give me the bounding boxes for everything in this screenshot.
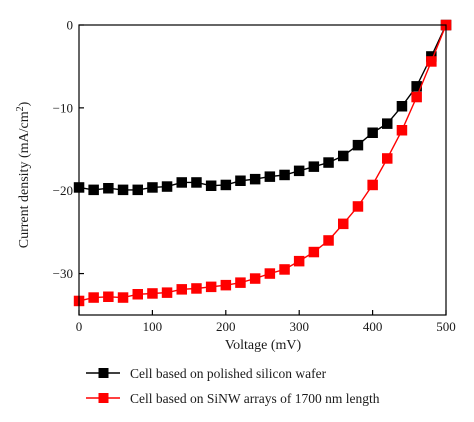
y-tick-label: 0: [67, 18, 74, 33]
data-point-sinw: [411, 91, 422, 103]
data-point-polished: [382, 118, 393, 129]
data-point-sinw: [308, 246, 320, 258]
legend-marker-sinw: [98, 393, 109, 403]
data-point-sinw: [367, 179, 378, 191]
data-point-sinw: [338, 218, 349, 230]
data-point-polished: [220, 179, 232, 191]
data-point-polished: [308, 161, 320, 172]
data-point-sinw: [132, 289, 143, 300]
data-point-polished: [191, 177, 202, 188]
series-layer: [73, 19, 452, 307]
data-point-polished: [323, 157, 334, 168]
x-tick-label: 200: [216, 319, 236, 334]
legend-entry-polished: Cell based on polished silicon wafer: [86, 366, 327, 381]
data-point-sinw: [396, 125, 408, 136]
data-point-polished: [293, 165, 305, 177]
data-point-polished: [117, 184, 129, 196]
data-point-polished: [88, 184, 99, 196]
x-tick-label: 400: [363, 319, 383, 334]
data-point-polished: [235, 175, 246, 186]
data-point-polished: [249, 173, 261, 185]
y-axis-title: Current density (mA/cm2): [15, 101, 32, 248]
data-point-polished: [103, 183, 114, 194]
y-tick-label: −20: [53, 183, 73, 198]
data-point-sinw: [205, 281, 217, 293]
data-point-sinw: [382, 153, 393, 164]
x-tick-label: 300: [289, 319, 309, 334]
data-point-sinw: [323, 235, 334, 246]
data-point-sinw: [293, 255, 305, 267]
series-line-polished: [78, 24, 447, 191]
data-point-polished: [279, 169, 290, 181]
data-point-sinw: [279, 264, 290, 275]
data-point-sinw: [161, 287, 173, 298]
data-point-sinw: [426, 56, 437, 67]
data-point-sinw: [249, 273, 261, 284]
data-point-sinw: [88, 292, 99, 303]
data-point-sinw: [191, 283, 202, 294]
y-tick-label: −10: [53, 100, 73, 115]
x-tick-label: 0: [76, 319, 83, 334]
series-sinw: [73, 19, 452, 307]
y-axis-title-main: Current density (mA/cm: [17, 111, 32, 248]
data-point-polished: [147, 182, 158, 193]
y-axis-title-superscript: 2: [15, 106, 26, 111]
data-point-polished: [176, 177, 187, 188]
y-axis-title-close: ): [17, 101, 32, 106]
data-point-sinw: [117, 292, 129, 303]
data-point-polished: [205, 180, 217, 191]
data-point-sinw: [147, 288, 158, 299]
x-tick-label: 500: [436, 319, 456, 334]
x-axis-title: Voltage (mV): [225, 338, 302, 353]
data-point-polished: [132, 184, 143, 196]
legend-label-sinw: Cell based on SiNW arrays of 1700 nm len…: [130, 391, 380, 406]
legend-marker-polished: [98, 368, 109, 378]
legend-label-polished: Cell based on polished silicon wafer: [130, 366, 327, 381]
data-point-sinw: [103, 291, 114, 302]
data-point-sinw: [220, 279, 232, 291]
data-point-polished: [352, 139, 364, 151]
data-point-polished: [161, 181, 173, 192]
legend-entry-sinw: Cell based on SiNW arrays of 1700 nm len…: [86, 391, 380, 406]
y-tick-label: −30: [53, 266, 73, 281]
ticks-layer: 0 100 200 300 400 500 0 −10 −20 −30: [53, 18, 456, 335]
data-point-sinw: [176, 284, 187, 295]
data-point-polished: [396, 101, 408, 112]
data-point-polished: [264, 171, 276, 182]
legend: Cell based on polished silicon wafer Cel…: [86, 366, 380, 406]
data-point-sinw: [235, 277, 246, 288]
data-point-polished: [338, 150, 349, 162]
data-point-polished: [411, 81, 422, 92]
data-point-sinw: [264, 268, 276, 279]
data-point-polished: [367, 127, 378, 138]
data-point-sinw: [352, 201, 364, 212]
series-polished: [73, 19, 452, 196]
x-tick-label: 100: [143, 319, 163, 334]
plot-frame: [78, 24, 447, 316]
axes-layer: [78, 24, 447, 316]
